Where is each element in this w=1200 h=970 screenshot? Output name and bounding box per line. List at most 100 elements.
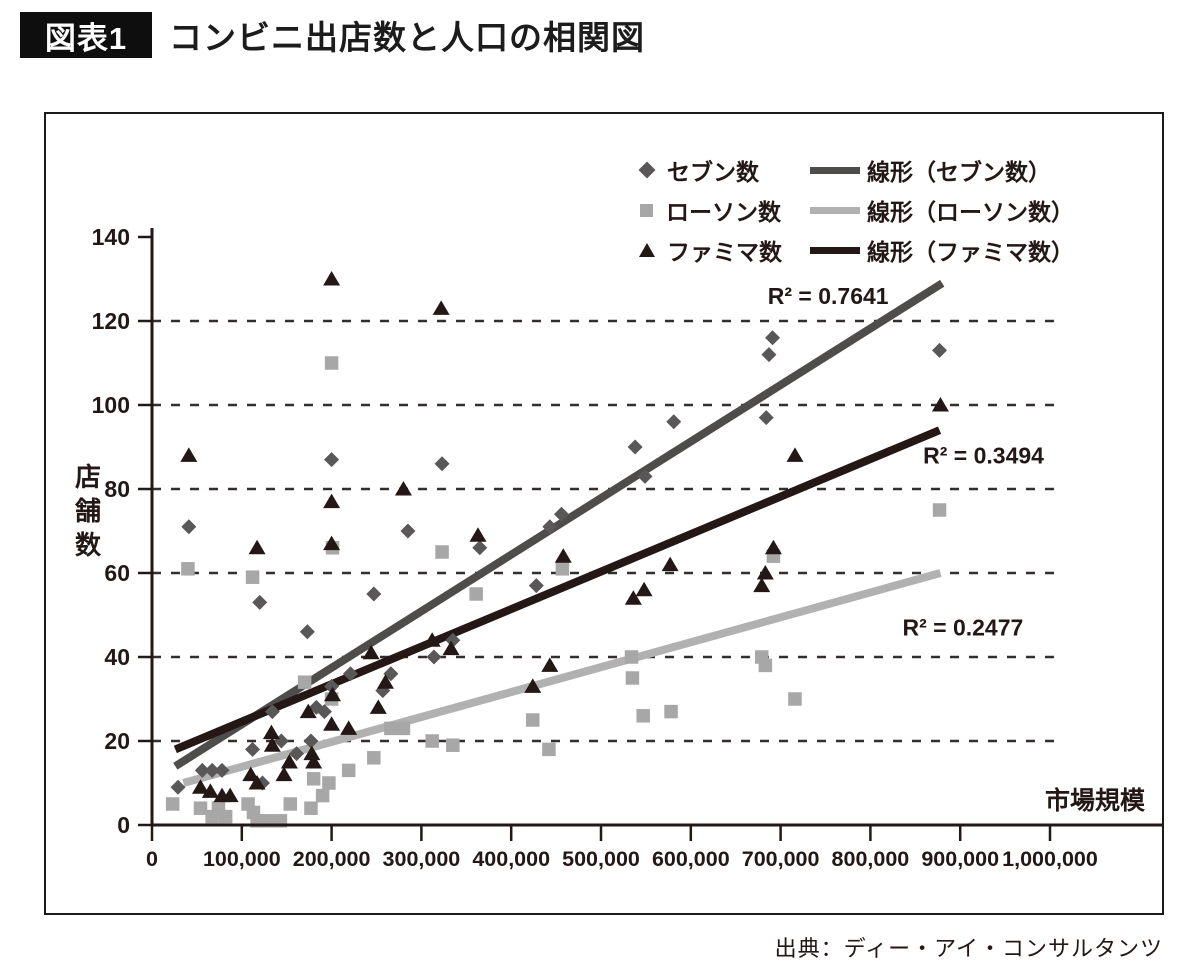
point-square xyxy=(625,671,640,685)
point-diamond xyxy=(324,678,340,694)
point-triangle xyxy=(554,548,572,563)
point-diamond xyxy=(264,704,280,720)
point-triangle xyxy=(661,556,679,572)
point-triangle xyxy=(323,686,341,702)
point-square xyxy=(469,587,483,601)
x-tick-label-700000: 700,000 xyxy=(742,847,820,871)
legend-label-lawson: ローソン数 xyxy=(666,199,781,225)
point-diamond xyxy=(553,506,569,522)
y-tick-label-80: 80 xyxy=(104,476,130,502)
point-square xyxy=(624,650,639,664)
point-diamond xyxy=(214,762,230,778)
point-triangle xyxy=(303,745,321,761)
point-triangle xyxy=(221,787,239,803)
point-square xyxy=(425,734,439,748)
x-tick-label-600000: 600,000 xyxy=(652,847,730,871)
y-tick-label-0: 0 xyxy=(117,812,130,838)
point-diamond xyxy=(252,594,268,610)
point-triangle xyxy=(756,565,774,580)
x-tick-label-900000: 900,000 xyxy=(921,847,999,871)
point-square xyxy=(384,721,398,736)
lawson-square-icon xyxy=(640,203,653,217)
point-diamond xyxy=(434,456,450,472)
famima-trendline-swatch xyxy=(810,246,860,254)
point-diamond xyxy=(627,439,643,455)
famima-triangle-icon xyxy=(639,243,655,257)
point-triangle xyxy=(323,535,341,551)
point-diamond xyxy=(761,347,777,363)
point-triangle xyxy=(469,527,487,542)
point-diamond xyxy=(932,342,948,358)
x-tick-label-800000: 800,000 xyxy=(832,847,910,871)
point-triangle xyxy=(201,783,219,798)
legend-label-famima: ファミマ数 xyxy=(667,239,782,265)
point-diamond xyxy=(181,519,197,535)
point-triangle xyxy=(248,775,266,790)
point-diamond xyxy=(758,410,774,426)
figure-header: 図表1 コンビニ出店数と人口の相関図 xyxy=(20,11,645,59)
point-diamond xyxy=(400,523,416,539)
y-axis-title: 店舗数 xyxy=(74,462,102,560)
point-triangle xyxy=(180,447,198,462)
point-square xyxy=(788,692,802,706)
point-diamond xyxy=(426,649,442,665)
point-square xyxy=(283,797,298,811)
point-triangle xyxy=(275,766,293,782)
y-tick-label-60: 60 xyxy=(104,560,130,586)
x-tick-label-100000: 100,000 xyxy=(203,847,281,871)
point-square xyxy=(367,751,381,765)
point-triangle xyxy=(432,300,450,315)
point-square xyxy=(315,788,330,803)
point-triangle xyxy=(263,737,281,752)
legend-label-linear-famima: 線形（ファミマ数） xyxy=(867,239,1074,265)
x-tick-label-1000000: 1,000,000 xyxy=(1002,847,1098,871)
point-square xyxy=(322,776,336,790)
legend-label-linear-lawson: 線形（ローソン数） xyxy=(867,199,1074,225)
point-diamond xyxy=(366,586,382,602)
y-tick-label-20: 20 xyxy=(104,728,130,754)
point-square xyxy=(181,562,195,576)
point-triangle xyxy=(624,590,642,605)
point-triangle xyxy=(524,678,542,693)
point-diamond xyxy=(666,414,682,430)
x-tick-label-400000: 400,000 xyxy=(472,847,550,871)
point-triangle xyxy=(262,724,280,740)
trendline-diamond xyxy=(173,279,945,770)
point-diamond xyxy=(194,762,210,778)
point-triangle xyxy=(931,397,949,412)
point-square xyxy=(758,658,773,673)
legend-row-lawson: ローソン数 線形（ローソン数） xyxy=(638,190,1074,230)
point-square xyxy=(304,801,318,815)
point-square xyxy=(555,562,570,576)
point-diamond xyxy=(289,746,305,762)
point-diamond xyxy=(528,578,544,594)
point-triangle xyxy=(280,754,298,769)
point-triangle xyxy=(242,766,260,782)
x-tick-label-0: 0 xyxy=(146,847,158,871)
r2-annotation-1: R² = 0.3494 xyxy=(923,442,1044,468)
point-square xyxy=(306,772,321,786)
point-square xyxy=(526,713,540,727)
point-triangle xyxy=(369,699,387,714)
point-square xyxy=(446,738,460,752)
point-triangle xyxy=(323,716,341,731)
point-triangle xyxy=(362,644,380,660)
legend-label-seven: セブン数 xyxy=(667,159,759,185)
y-tick-label-100: 100 xyxy=(92,392,130,418)
y-tick-label-40: 40 xyxy=(104,644,130,670)
x-axis-title: 市場規模 xyxy=(1045,786,1146,815)
point-diamond xyxy=(637,468,653,484)
point-diamond xyxy=(316,704,332,720)
point-diamond xyxy=(324,452,340,468)
point-triangle xyxy=(394,481,412,496)
point-triangle xyxy=(442,640,460,656)
point-diamond xyxy=(765,330,781,346)
point-square xyxy=(297,675,312,689)
point-triangle xyxy=(753,577,771,593)
chart-legend: セブン数 線形（セブン数） ローソン数 線形（ローソン数） ファミマ数 xyxy=(638,150,1074,270)
r2-annotation-2: R² = 0.2477 xyxy=(902,615,1023,641)
point-diamond xyxy=(303,733,319,749)
point-square xyxy=(396,721,411,736)
